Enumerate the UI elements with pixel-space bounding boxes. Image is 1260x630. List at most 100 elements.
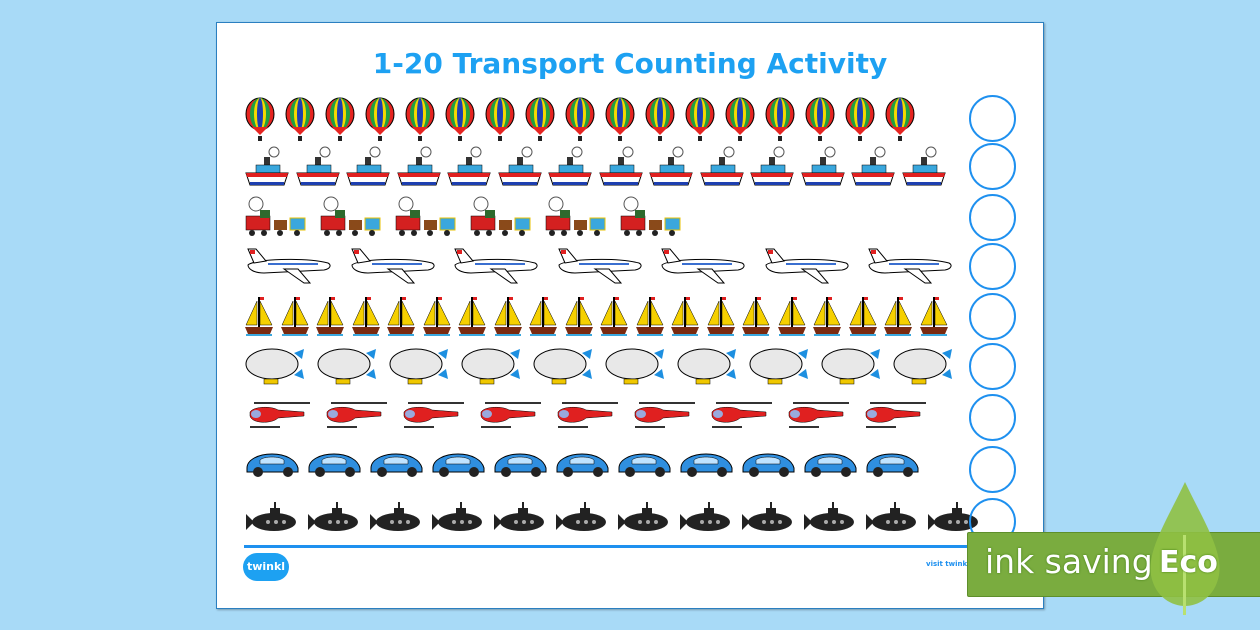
car-icon: [742, 453, 795, 477]
hot-air-balloon-icon: [325, 97, 355, 141]
hot-air-balloon-icon: [725, 97, 755, 141]
car-icon: [246, 453, 299, 477]
answer-circle[interactable]: [969, 143, 1016, 190]
sailboat-icon: [848, 297, 877, 336]
sailboat-icon: [245, 297, 273, 336]
page-title: 1-20 Transport Counting Activity: [372, 47, 888, 80]
sailboat-icon: [884, 297, 912, 336]
answer-circle[interactable]: [969, 95, 1016, 142]
steamship-icon: [649, 146, 693, 186]
submarine-icon: [742, 502, 792, 531]
helicopter-icon: [865, 402, 926, 428]
car-icon: [494, 453, 547, 477]
blimp-icon: [461, 348, 520, 385]
car-icon: [804, 453, 857, 477]
hot-air-balloon-icon: [245, 97, 275, 141]
steamship-icon: [598, 146, 643, 186]
car-icon: [308, 453, 361, 477]
answer-circle[interactable]: [969, 243, 1016, 290]
car-icon: [680, 453, 733, 477]
steam-train-icon: [395, 196, 456, 236]
helicopter-icon: [788, 402, 849, 428]
helicopter-icon: [480, 402, 541, 428]
hot-air-balloon-icon: [645, 97, 675, 141]
steamship-row: [244, 145, 947, 187]
submarine-icon: [246, 502, 296, 531]
sailboat-icon: [387, 297, 415, 336]
sailboat-icon: [919, 297, 948, 336]
answer-circle[interactable]: [969, 343, 1016, 390]
blimp-icon: [245, 348, 304, 385]
airplane-icon: [247, 248, 331, 284]
airplane-icon: [557, 248, 642, 284]
airplane-icon: [661, 248, 745, 284]
helicopter-icon: [557, 402, 618, 428]
submarine-icon: [618, 502, 668, 531]
car-icon: [432, 453, 485, 477]
steamship-icon: [295, 146, 340, 186]
steamship-icon: [245, 146, 289, 186]
twinkl-logo: twinkl: [243, 553, 289, 581]
steamship-icon: [346, 146, 390, 186]
steam-train-icon: [545, 196, 606, 236]
visit-link[interactable]: visit twinkl...: [926, 560, 978, 568]
hot-air-balloon-row: [244, 97, 916, 143]
blimp-icon: [317, 348, 376, 385]
blimp-icon: [533, 348, 592, 385]
hot-air-balloon-icon: [845, 97, 875, 141]
ink-saving-label: ink saving: [985, 542, 1153, 581]
blimp-icon: [677, 348, 736, 385]
car-icon: [618, 453, 671, 477]
helicopter-icon: [711, 402, 772, 428]
helicopter-icon: [634, 402, 695, 428]
steam-train-icon: [245, 196, 306, 236]
footer-divider: [244, 545, 1030, 548]
car-row: [244, 448, 920, 478]
sailboat-icon: [351, 297, 380, 336]
submarine-icon: [494, 502, 544, 531]
steam-train-icon: [470, 196, 531, 236]
steamship-icon: [447, 146, 491, 186]
hot-air-balloon-icon: [605, 97, 635, 141]
hot-air-balloon-icon: [765, 97, 795, 141]
hot-air-balloon-icon: [805, 97, 835, 141]
answer-circle[interactable]: [969, 446, 1016, 493]
hot-air-balloon-icon: [485, 97, 515, 141]
car-icon: [866, 453, 919, 477]
sailboat-icon: [458, 297, 486, 336]
steamship-icon: [851, 146, 895, 186]
helicopter-row: [244, 396, 928, 432]
sailboat-icon: [635, 297, 664, 336]
steamship-icon: [396, 146, 441, 186]
hot-air-balloon-icon: [365, 97, 395, 141]
steamship-icon: [497, 146, 542, 186]
eco-label: Eco: [1159, 545, 1218, 580]
steamship-icon: [750, 146, 794, 186]
submarine-icon: [432, 502, 482, 531]
hot-air-balloon-icon: [685, 97, 715, 141]
answer-circle[interactable]: [969, 293, 1016, 340]
submarine-icon: [928, 502, 978, 531]
sailboat-icon: [777, 297, 806, 336]
submarine-icon: [804, 502, 854, 531]
steamship-icon: [548, 146, 592, 186]
sailboat-icon: [280, 297, 309, 336]
sailboat-icon: [422, 297, 451, 336]
submarine-icon: [680, 502, 730, 531]
hot-air-balloon-icon: [445, 97, 475, 141]
sailboat-icon: [529, 297, 557, 336]
airplane-icon: [868, 248, 952, 284]
steamship-icon: [901, 146, 946, 186]
airplane-icon: [350, 248, 435, 284]
car-icon: [370, 453, 423, 477]
steamship-icon: [800, 146, 845, 186]
hot-air-balloon-icon: [885, 97, 915, 141]
submarine-icon: [308, 502, 358, 531]
steamship-icon: [699, 146, 744, 186]
answer-circle[interactable]: [969, 394, 1016, 441]
submarine-icon: [370, 502, 420, 531]
hot-air-balloon-icon: [565, 97, 595, 141]
hot-air-balloon-icon: [285, 97, 315, 141]
sailboat-icon: [813, 297, 841, 336]
answer-circle[interactable]: [969, 194, 1016, 241]
